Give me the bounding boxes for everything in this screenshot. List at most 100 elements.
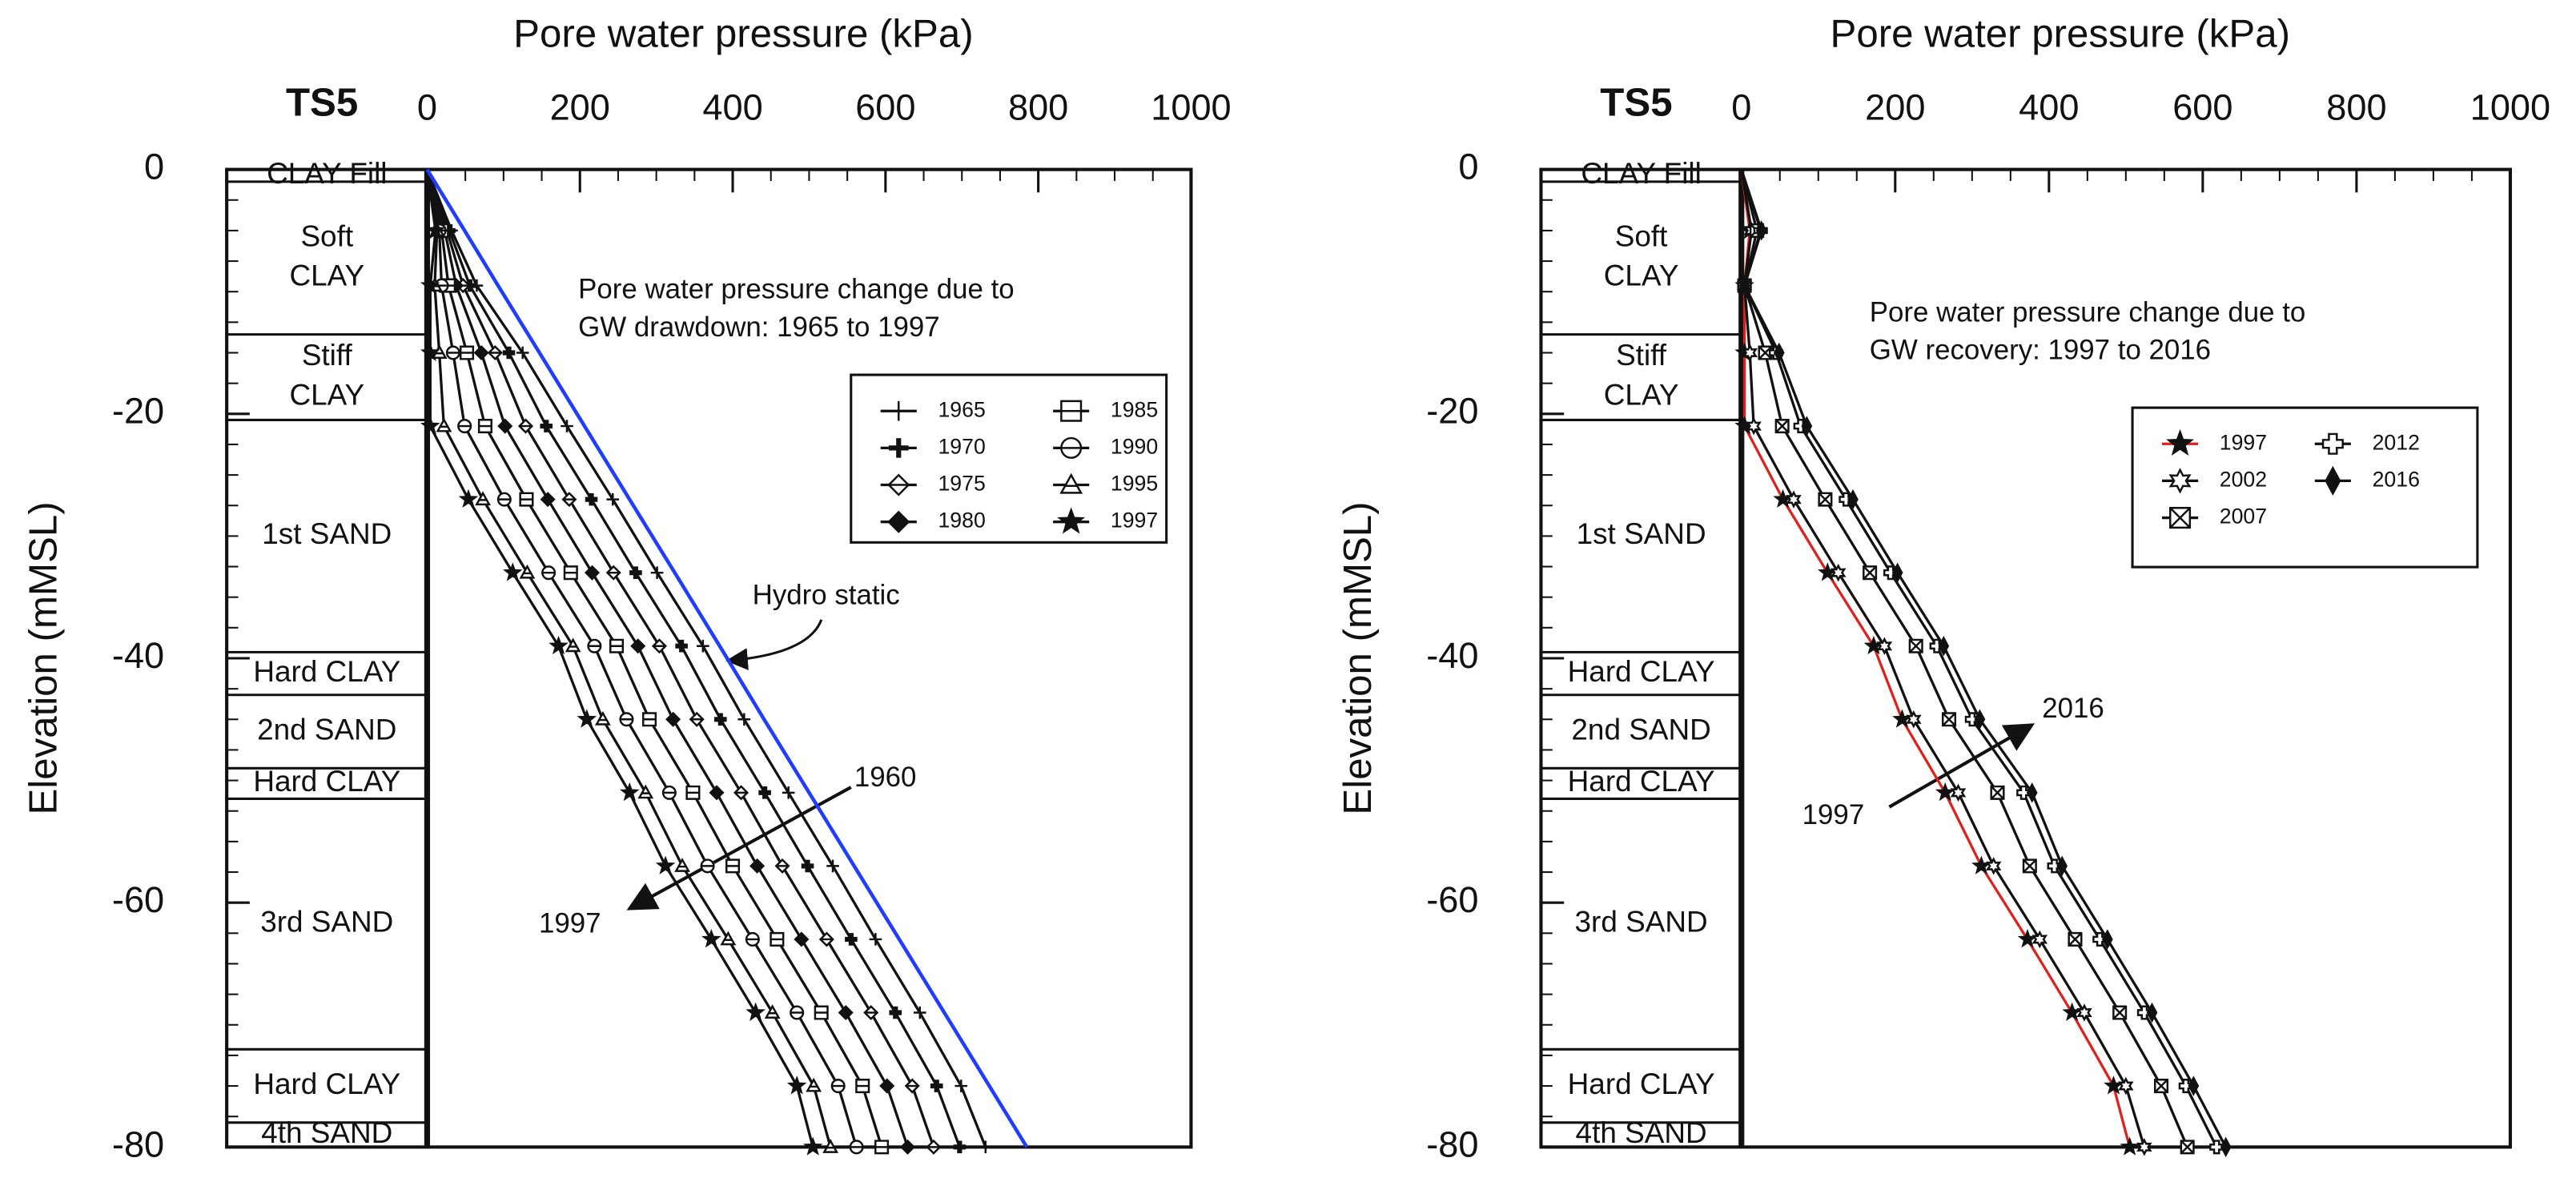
data-point — [826, 859, 839, 873]
legend-marker — [2169, 507, 2192, 529]
data-point — [1755, 220, 1767, 241]
legend-label: 1980 — [938, 509, 985, 533]
data-point — [774, 858, 790, 874]
strata-label: CLAY Fill — [267, 157, 387, 190]
data-point — [457, 419, 472, 434]
strata-label: 4th SAND — [1576, 1116, 1707, 1149]
data-point — [926, 1139, 942, 1155]
legend-label: 2016 — [2373, 467, 2420, 491]
x-tick-label: 0 — [1731, 87, 1751, 128]
data-point — [1863, 565, 1878, 581]
data-point — [517, 418, 534, 434]
legend-label: 1985 — [1111, 397, 1158, 421]
legend-label: 1997 — [2220, 430, 2267, 454]
strata-label: Hard CLAY — [253, 765, 400, 798]
strata-label: CLAY — [1604, 259, 1679, 292]
data-point — [665, 711, 681, 727]
strata-label: 3rd SAND — [260, 906, 393, 939]
data-point — [1738, 275, 1750, 296]
x-axis-title: Pore water pressure (kPa) — [513, 11, 973, 55]
y-tick-label: -20 — [112, 391, 164, 432]
data-point — [904, 1078, 920, 1094]
y-tick-label: -60 — [1426, 879, 1478, 920]
annotation-arrow — [1888, 723, 2035, 809]
data-point — [1758, 345, 1773, 360]
data-point — [953, 1140, 967, 1154]
data-point — [2092, 931, 2108, 947]
x-tick-label: 800 — [1008, 87, 1068, 128]
data-point — [2026, 782, 2038, 803]
data-point — [733, 785, 749, 801]
legend-label: 1997 — [1111, 509, 1158, 533]
data-point — [1985, 857, 2002, 875]
strata-label: 1st SAND — [262, 517, 392, 550]
data-point — [642, 712, 657, 727]
strata-label: CLAY — [289, 378, 364, 411]
data-point — [801, 859, 814, 873]
data-point — [502, 346, 516, 360]
data-point — [475, 491, 491, 506]
data-point — [605, 565, 621, 581]
strata-label: Hard CLAY — [1568, 1067, 1715, 1100]
data-point — [685, 785, 701, 800]
data-point — [496, 492, 512, 507]
strata-label: Soft — [300, 219, 353, 252]
data-point — [889, 1006, 902, 1019]
annotation-arrow — [725, 619, 823, 670]
data-point — [487, 344, 503, 361]
annotation: GW recovery: 1997 to 2016 — [1870, 335, 2211, 366]
data-point — [629, 566, 642, 579]
strata-label: 1st SAND — [1577, 517, 1706, 550]
data-point — [563, 565, 578, 581]
data-point — [2017, 929, 2038, 948]
data-point — [954, 1079, 968, 1092]
data-point — [473, 344, 489, 361]
data-point — [786, 1075, 807, 1095]
annotation: 1997 — [1802, 799, 1865, 830]
data-point — [1876, 637, 1893, 655]
data-point — [709, 785, 725, 801]
data-point — [540, 492, 556, 508]
data-point — [516, 346, 529, 360]
data-point — [979, 1140, 992, 1154]
data-point — [770, 931, 785, 947]
legend-marker — [887, 473, 910, 497]
data-point — [1941, 712, 1957, 727]
data-point — [899, 1139, 916, 1155]
data-point — [2068, 931, 2083, 947]
data-point — [802, 1136, 823, 1156]
site-label: TS5 — [286, 81, 358, 125]
legend-marker — [1057, 507, 1086, 534]
data-point — [1883, 565, 1899, 581]
data-point — [1746, 416, 1762, 436]
data-point — [2062, 1002, 2082, 1021]
data-point — [519, 564, 536, 579]
x-axis-title: Pore water pressure (kPa) — [1831, 11, 2290, 55]
legend-label: 2007 — [2220, 505, 2267, 529]
strata-label: CLAY Fill — [1581, 157, 1701, 190]
x-tick-label: 600 — [855, 87, 915, 128]
data-point — [806, 1077, 822, 1092]
data-point — [420, 416, 440, 435]
data-point — [2178, 1079, 2193, 1094]
legend-label: 1995 — [1111, 472, 1158, 496]
y-tick-label: -40 — [1426, 635, 1478, 676]
data-point — [2136, 1005, 2152, 1020]
data-point — [584, 565, 601, 581]
data-point — [2104, 1075, 2124, 1095]
data-point — [2022, 858, 2037, 874]
annotation: Pore water pressure change due to — [1870, 296, 2306, 328]
data-point — [577, 709, 597, 728]
data-point — [2047, 858, 2062, 874]
legend-marker — [2325, 465, 2341, 497]
data-point — [2118, 1076, 2134, 1096]
data-point — [2016, 785, 2031, 800]
y-tick-label: -20 — [1426, 391, 1478, 432]
data-point — [420, 342, 440, 361]
data-point — [1974, 709, 1986, 730]
x-tick-label: 0 — [417, 87, 437, 128]
strata-label: 3rd SAND — [1575, 906, 1708, 939]
data-point — [637, 784, 654, 799]
strata-label: Hard CLAY — [253, 1067, 400, 1100]
legend-marker — [2168, 468, 2192, 494]
